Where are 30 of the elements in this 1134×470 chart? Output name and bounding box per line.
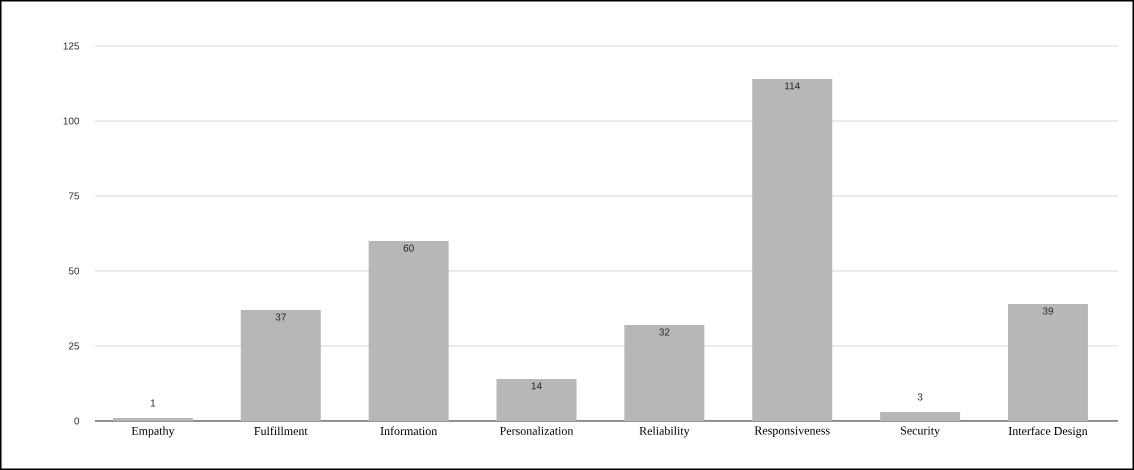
x-tick-label: Information (380, 426, 438, 436)
bar (112, 417, 193, 421)
y-tick-label: 125 (63, 42, 80, 50)
y-tick-label: 50 (68, 267, 80, 275)
bar (240, 309, 321, 421)
x-tick-label: Empathy (131, 426, 175, 438)
data-label: 39 (1042, 307, 1054, 315)
data-label: 14 (531, 382, 542, 390)
y-tick-label: 75 (68, 192, 80, 200)
data-label: 60 (403, 244, 414, 252)
bar (880, 411, 961, 421)
x-tick-label: Security (900, 426, 940, 437)
x-tick-label: Responsiveness (754, 426, 830, 437)
x-tick-label: Reliability (639, 426, 690, 438)
data-label: 114 (785, 82, 800, 90)
bar (1007, 303, 1088, 421)
bar (496, 378, 577, 421)
bar (368, 240, 449, 421)
y-tick-label: 100 (63, 117, 80, 125)
bar (752, 78, 833, 421)
bar (624, 324, 705, 421)
y-tick-label: 0 (74, 417, 80, 425)
x-tick-label: Fulfillment (254, 426, 308, 436)
y-tick-label: 25 (68, 342, 80, 350)
data-label: 37 (275, 313, 286, 321)
data-label: 3 (917, 393, 923, 401)
x-tick-label: Personalization (500, 426, 574, 435)
data-label: 32 (659, 328, 670, 336)
x-tick-label: Interface Design (1008, 426, 1088, 438)
data-label: 1 (150, 399, 156, 407)
